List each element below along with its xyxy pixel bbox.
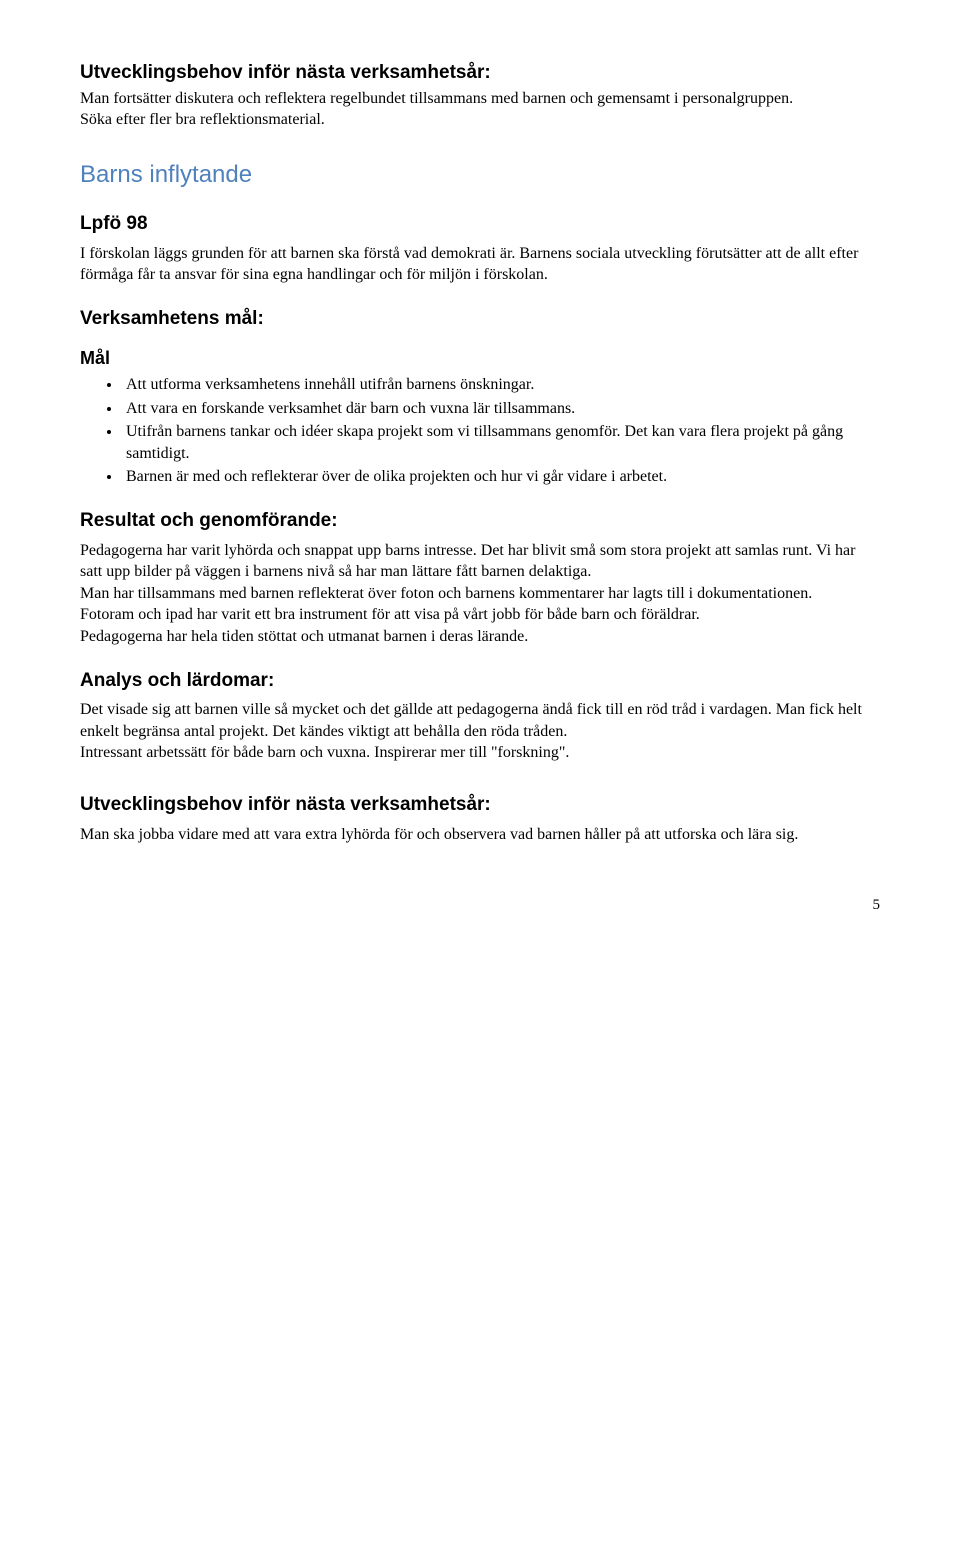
- mal-label: Mål: [80, 346, 880, 370]
- section-heading: Utvecklingsbehov inför nästa verksamhets…: [80, 60, 880, 86]
- paragraph: Man har tillsammans med barnen reflekter…: [80, 583, 880, 605]
- paragraph: Man fortsätter diskutera och reflektera …: [80, 88, 880, 110]
- paragraph: Söka efter fler bra reflektionsmaterial.: [80, 109, 880, 131]
- paragraph: Man ska jobba vidare med att vara extra …: [80, 824, 880, 846]
- list-item: Att utforma verksamhetens innehåll utifr…: [122, 374, 880, 396]
- paragraph: I förskolan läggs grunden för att barnen…: [80, 243, 880, 286]
- paragraph: Fotoram och ipad har varit ett bra instr…: [80, 604, 880, 626]
- list-item: Barnen är med och reflekterar över de ol…: [122, 466, 880, 488]
- page-number: 5: [80, 895, 880, 915]
- paragraph: Intressant arbetssätt för både barn och …: [80, 742, 880, 764]
- paragraph: Pedagogerna har hela tiden stöttat och u…: [80, 626, 880, 648]
- paragraph: Pedagogerna har varit lyhörda och snappa…: [80, 540, 880, 583]
- subheading: Lpfö 98: [80, 211, 880, 237]
- bullet-list: Att utforma verksamhetens innehåll utifr…: [80, 374, 880, 488]
- section-heading: Verksamhetens mål:: [80, 306, 880, 332]
- list-item: Utifrån barnens tankar och idéer skapa p…: [122, 421, 880, 464]
- section-heading: Utvecklingsbehov inför nästa verksamhets…: [80, 792, 880, 818]
- list-item: Att vara en forskande verksamhet där bar…: [122, 398, 880, 420]
- section-heading: Resultat och genomförande:: [80, 508, 880, 534]
- section-heading-blue: Barns inflytande: [80, 159, 880, 191]
- section-heading: Analys och lärdomar:: [80, 668, 880, 694]
- paragraph: Det visade sig att barnen ville så mycke…: [80, 699, 880, 742]
